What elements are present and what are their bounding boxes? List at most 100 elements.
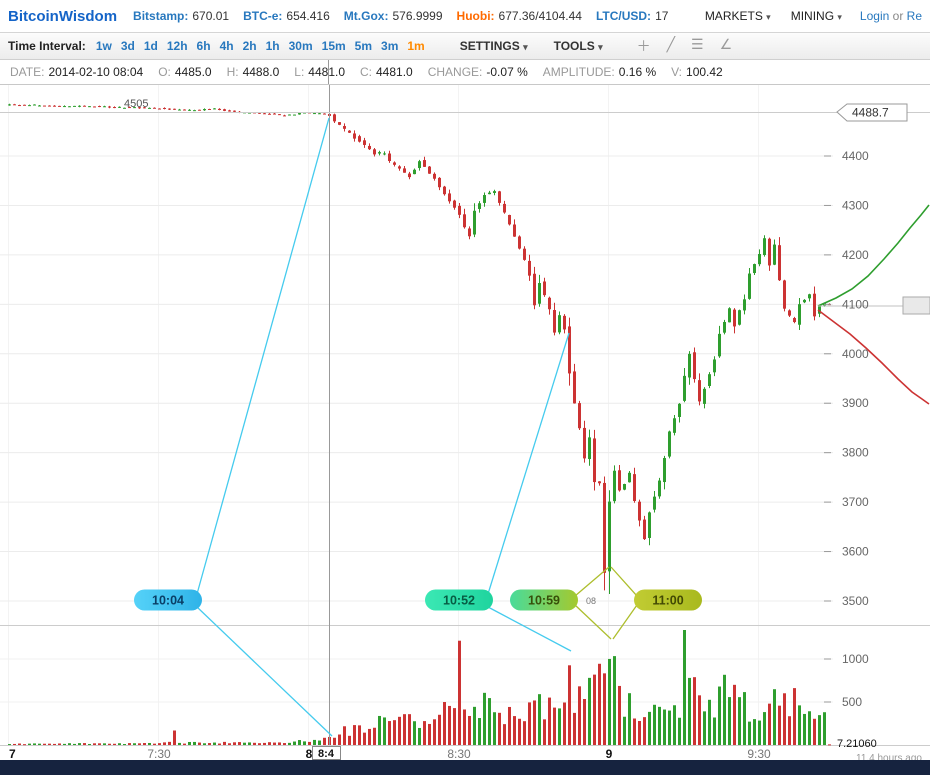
- login-link[interactable]: Login: [859, 9, 890, 23]
- data-age-note: 11.4 hours ago: [856, 753, 922, 760]
- trend-trails: [817, 204, 930, 405]
- candles: [8, 103, 831, 595]
- chart-canvas[interactable]: 4488.7 4400 4300 4200 4100 4000 3900 3800 3700 36…: [0, 85, 930, 760]
- field-volume: V: 100.42: [671, 65, 723, 79]
- price-tick-label: 3500: [842, 594, 869, 608]
- volume-tick-label: 500: [842, 695, 862, 709]
- chevron-down-icon: ▾: [766, 12, 771, 22]
- last-price-tag: [902, 296, 930, 315]
- price-tick-label: 4000: [842, 347, 869, 361]
- field-change: CHANGE: -0.07 %: [427, 65, 528, 79]
- interval-3m[interactable]: 3m: [381, 39, 399, 53]
- interval-4h[interactable]: 4h: [219, 39, 234, 53]
- angle-tool-icon[interactable]: ∠: [719, 36, 733, 52]
- settings-menu[interactable]: SETTINGS ▾: [459, 39, 528, 53]
- time-bubble-label: 10:52: [443, 594, 475, 608]
- time-bubble[interactable]: [134, 589, 202, 611]
- time-tick-label: 7: [9, 747, 16, 760]
- time-bubble-label: 11:00: [652, 594, 683, 608]
- time-tick-label: 8:30: [447, 747, 471, 760]
- ticker-label: Mt.Gox:: [343, 9, 389, 23]
- chevron-down-icon: ▾: [523, 42, 528, 52]
- toolbar: Time Interval: 1w 3d 1d 12h 6h 4h 2h 1h …: [0, 32, 930, 60]
- price-tick-label: 4400: [842, 149, 869, 163]
- price-tick-label: 3800: [842, 446, 869, 460]
- time-tick-label: 9: [606, 747, 613, 760]
- time-bubble-label: 10:59: [528, 594, 560, 608]
- crosshair-line-infobar: [328, 60, 329, 84]
- ticker-label: LTC/USD:: [595, 9, 652, 23]
- time-tick-label: 7:30: [147, 747, 171, 760]
- ticker-label: Bitstamp:: [133, 9, 189, 23]
- time-tick-label: 9:30: [747, 747, 771, 760]
- ohlc-info-bar: DATE: 2014-02-10 08:04 O: 4485.0 H: 4488.0 …: [0, 60, 930, 85]
- field-close: C: 4481.0: [360, 65, 413, 79]
- tool-icons: ＋ ╱ ☰ ∠: [637, 36, 733, 56]
- ticker-value: 654.416: [286, 9, 330, 23]
- price-tick-label: 4100: [842, 297, 869, 311]
- volume-tick-label: 1000: [842, 652, 869, 666]
- svg-text:4488.7: 4488.7: [852, 106, 889, 120]
- interval-30m[interactable]: 30m: [288, 39, 313, 53]
- ticker-ltcusd[interactable]: LTC/USD: 17: [596, 9, 668, 23]
- interval-3d[interactable]: 3d: [120, 39, 135, 53]
- mining-menu[interactable]: MINING ▾: [790, 9, 842, 23]
- interval-15m[interactable]: 15m: [321, 39, 346, 53]
- field-amplitude: AMPLITUDE: 0.16 %: [542, 65, 657, 79]
- price-tick-label: 3900: [842, 396, 869, 410]
- trendline-tool-icon[interactable]: ╱: [666, 36, 676, 52]
- interval-1d[interactable]: 1d: [143, 39, 158, 53]
- ticker-value: 17: [655, 9, 669, 23]
- svg-text:8:4: 8:4: [318, 748, 335, 760]
- field-low: L: 4481.0: [294, 65, 345, 79]
- time-tick-label: 8: [306, 747, 313, 760]
- crosshair-time-tag: [312, 746, 341, 760]
- horizontal-lines-tool-icon[interactable]: ☰: [691, 36, 704, 52]
- ticker-label: BTC-e:: [243, 9, 283, 23]
- trail-line-up: [817, 204, 930, 307]
- mid-note: 08: [586, 596, 596, 606]
- interval-2h[interactable]: 2h: [242, 39, 257, 53]
- grid: [0, 85, 930, 746]
- field-open: O: 4485.0: [158, 65, 212, 79]
- register-link[interactable]: Re: [906, 9, 922, 23]
- ticker-value: 576.9999: [392, 9, 443, 23]
- price-note: 4505: [124, 98, 148, 110]
- auth-links: Login or Re: [860, 9, 922, 23]
- last-volume-value: 7.21060: [837, 738, 877, 750]
- markets-menu[interactable]: MARKETS ▾: [704, 9, 771, 23]
- crosshair-tool-icon[interactable]: ＋: [636, 38, 651, 54]
- ticker-btce[interactable]: BTC-e: 654.416: [243, 9, 330, 23]
- field-date: DATE: 2014-02-10 08:04: [10, 65, 144, 79]
- interval-6h[interactable]: 6h: [196, 39, 211, 53]
- price-tick-label: 3600: [842, 545, 869, 559]
- field-high: H: 4488.0: [226, 65, 280, 79]
- chevron-down-icon: ▾: [598, 42, 603, 52]
- header: BitcoinWisdom Bitstamp: 670.01 BTC-e: 654.…: [0, 0, 930, 32]
- interval-1m[interactable]: 1m: [407, 39, 425, 53]
- price-tick-label: 4300: [842, 198, 869, 212]
- ticker-huobi[interactable]: Huobi: 677.36/4104.44: [457, 9, 582, 23]
- time-bubble[interactable]: [510, 589, 578, 611]
- price-tick-label: 4200: [842, 248, 869, 262]
- ticker-bitstamp[interactable]: Bitstamp: 670.01: [133, 9, 229, 23]
- footer-bar: [0, 760, 930, 775]
- ticker-mtgox[interactable]: Mt.Gox: 576.9999: [344, 9, 443, 23]
- crosshair: 4488.7: [0, 85, 930, 745]
- brand-logo[interactable]: BitcoinWisdom: [8, 7, 118, 25]
- auth-or-text: or: [892, 9, 904, 23]
- interval-1w[interactable]: 1w: [95, 39, 112, 53]
- interval-12h[interactable]: 12h: [166, 39, 188, 53]
- interval-1h[interactable]: 1h: [265, 39, 280, 53]
- annotations: 10:04 10:52 10:59 11:00 4505 08 7.21060 11.4 ho…: [124, 98, 922, 760]
- tools-menu[interactable]: TOOLS ▾: [553, 39, 603, 53]
- ticker-value: 677.36/4104.44: [498, 9, 582, 23]
- crosshair-price-tag: [836, 103, 908, 122]
- time-bubble[interactable]: [425, 589, 493, 611]
- volume-bars: [8, 630, 831, 746]
- price-tick-label: 3700: [842, 495, 869, 509]
- time-bubble[interactable]: [634, 589, 702, 611]
- interval-5m[interactable]: 5m: [354, 39, 373, 53]
- axes: 4400 4300 4200 4100 4000 3900 3800 3700 3600 3500…: [9, 149, 869, 760]
